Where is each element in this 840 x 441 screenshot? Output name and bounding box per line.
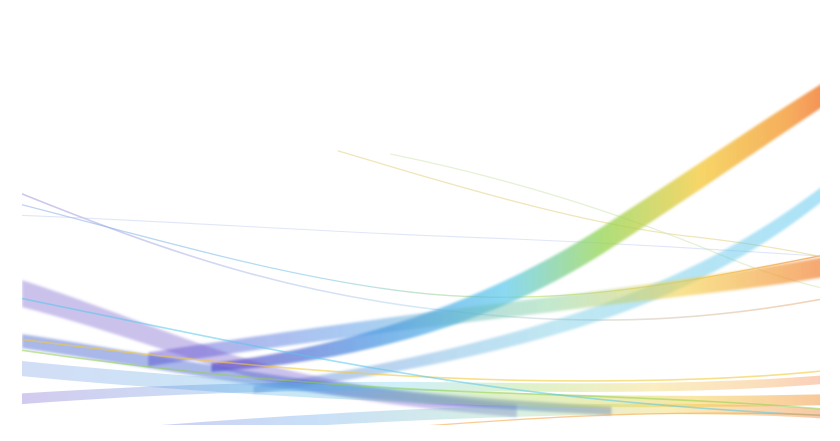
strand-cyan <box>22 297 820 417</box>
strand-green <box>22 349 820 410</box>
strand-orange <box>429 412 820 425</box>
thin-wave-line-1 <box>22 193 820 321</box>
lower-band-2 <box>161 403 820 425</box>
lower-band-1 <box>22 361 820 408</box>
image-area <box>22 16 820 425</box>
rainbow-waves-graphic <box>22 84 820 425</box>
thin-wave-line-4 <box>390 153 820 289</box>
strand-yellow <box>22 338 820 382</box>
rising-ribbon-main <box>211 84 820 372</box>
ribbon-to-right-middle <box>148 257 820 367</box>
